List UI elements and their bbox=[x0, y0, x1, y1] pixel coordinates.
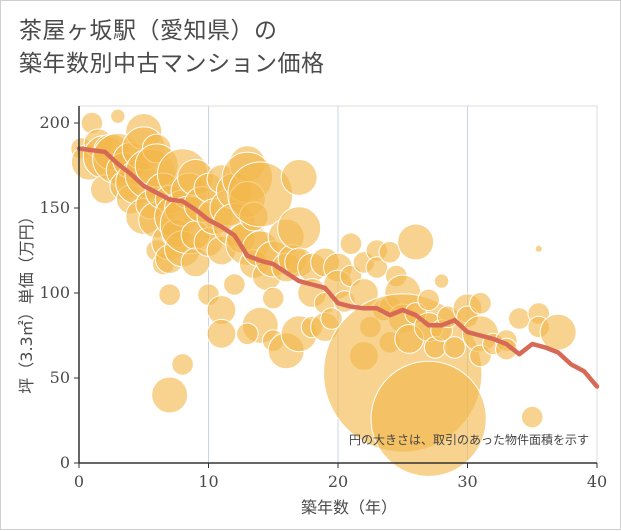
data-point bbox=[370, 360, 487, 477]
trend-line bbox=[76, 146, 600, 389]
data-point bbox=[520, 405, 544, 429]
data-point bbox=[539, 313, 577, 351]
y-tick-label: 200 bbox=[39, 113, 70, 132]
x-tick-label: 10 bbox=[198, 472, 218, 491]
data-point bbox=[469, 291, 492, 315]
chart-title-line2: 築年数別中古マンション価格 bbox=[19, 51, 325, 77]
data-point bbox=[151, 376, 189, 414]
data-point bbox=[261, 286, 285, 310]
data-point bbox=[365, 256, 389, 279]
data-point bbox=[443, 336, 466, 359]
x-tick-label: 30 bbox=[457, 472, 477, 491]
data-point bbox=[417, 288, 440, 312]
data-point bbox=[158, 283, 181, 307]
x-tick-label: 40 bbox=[587, 472, 607, 491]
data-point bbox=[433, 273, 450, 289]
axes-layer: 0 10 20 30 40 0 50 100 150 200 bbox=[39, 106, 607, 491]
data-point bbox=[206, 318, 237, 349]
y-axis-title: 坪（3.3㎡）単価（万円） bbox=[17, 208, 36, 393]
x-tick-label: 20 bbox=[328, 472, 348, 491]
data-point bbox=[110, 108, 126, 124]
y-tick-label: 0 bbox=[60, 453, 70, 472]
data-point bbox=[397, 223, 435, 261]
data-point bbox=[508, 307, 531, 330]
bubble-size-note: 円の大きさは、取引のあった物件面積を示す bbox=[349, 432, 589, 447]
y-tick-label: 100 bbox=[39, 283, 70, 302]
bubble-layer bbox=[70, 108, 577, 477]
x-axis-title: 築年数（年） bbox=[301, 498, 397, 517]
data-point bbox=[223, 273, 246, 296]
y-tick-label: 150 bbox=[39, 198, 70, 217]
data-point bbox=[171, 353, 194, 376]
data-point bbox=[236, 322, 259, 346]
data-point bbox=[378, 240, 402, 264]
y-tick-label: 50 bbox=[50, 368, 70, 387]
data-point bbox=[320, 307, 343, 330]
data-point bbox=[277, 206, 322, 251]
trend-layer bbox=[76, 146, 600, 389]
data-point bbox=[339, 232, 363, 255]
data-point bbox=[534, 244, 543, 253]
chart-title: 茶屋ヶ坂駅（愛知県）の 築年数別中古マンション価格 bbox=[19, 15, 325, 81]
x-tick-label: 0 bbox=[74, 472, 84, 491]
data-point bbox=[280, 158, 318, 196]
chart-title-line1: 茶屋ヶ坂駅（愛知県）の bbox=[19, 18, 278, 44]
